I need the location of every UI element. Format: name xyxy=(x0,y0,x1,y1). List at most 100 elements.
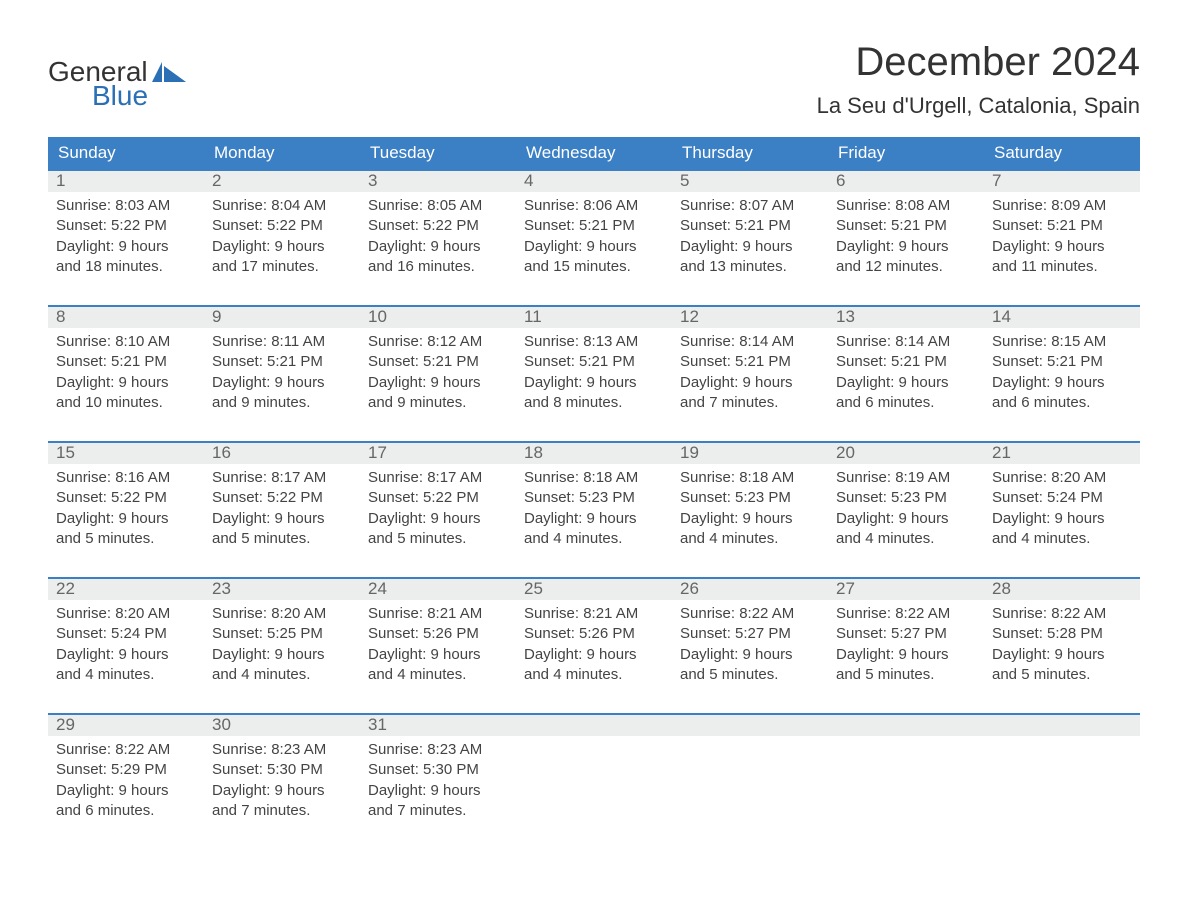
day-content-cell: Sunrise: 8:21 AMSunset: 5:26 PMDaylight:… xyxy=(516,600,672,695)
date-cell: 6 xyxy=(828,171,984,192)
date-cell xyxy=(984,715,1140,736)
daylight-line: Daylight: 9 hours and 18 minutes. xyxy=(56,237,196,278)
location: La Seu d'Urgell, Catalonia, Spain xyxy=(817,93,1140,119)
week-row: 1234567Sunrise: 8:03 AMSunset: 5:22 PMDa… xyxy=(48,169,1140,287)
content-row: Sunrise: 8:10 AMSunset: 5:21 PMDaylight:… xyxy=(48,328,1140,423)
day-content-cell: Sunrise: 8:20 AMSunset: 5:25 PMDaylight:… xyxy=(204,600,360,695)
daylight-line: Daylight: 9 hours and 4 minutes. xyxy=(680,509,820,550)
daylight-line: Daylight: 9 hours and 4 minutes. xyxy=(836,509,976,550)
content-row: Sunrise: 8:03 AMSunset: 5:22 PMDaylight:… xyxy=(48,192,1140,287)
sunrise-line: Sunrise: 8:15 AM xyxy=(992,332,1132,352)
daylight-line: Daylight: 9 hours and 7 minutes. xyxy=(680,373,820,414)
daylight-line: Daylight: 9 hours and 9 minutes. xyxy=(212,373,352,414)
daylight-line: Daylight: 9 hours and 11 minutes. xyxy=(992,237,1132,278)
daylight-line: Daylight: 9 hours and 5 minutes. xyxy=(212,509,352,550)
sunrise-line: Sunrise: 8:04 AM xyxy=(212,196,352,216)
sunrise-line: Sunrise: 8:22 AM xyxy=(836,604,976,624)
date-cell: 9 xyxy=(204,307,360,328)
sunset-line: Sunset: 5:29 PM xyxy=(56,760,196,780)
logo-text-blue: Blue xyxy=(92,80,148,112)
content-row: Sunrise: 8:20 AMSunset: 5:24 PMDaylight:… xyxy=(48,600,1140,695)
date-row: 15161718192021 xyxy=(48,443,1140,464)
day-header: Monday xyxy=(204,137,360,169)
sunrise-line: Sunrise: 8:17 AM xyxy=(212,468,352,488)
sunset-line: Sunset: 5:22 PM xyxy=(56,488,196,508)
day-content-cell xyxy=(828,736,984,831)
daylight-line: Daylight: 9 hours and 5 minutes. xyxy=(56,509,196,550)
day-header: Saturday xyxy=(984,137,1140,169)
sunrise-line: Sunrise: 8:18 AM xyxy=(680,468,820,488)
sunset-line: Sunset: 5:23 PM xyxy=(524,488,664,508)
day-content-cell: Sunrise: 8:17 AMSunset: 5:22 PMDaylight:… xyxy=(204,464,360,559)
date-row: 891011121314 xyxy=(48,307,1140,328)
sunset-line: Sunset: 5:22 PM xyxy=(212,488,352,508)
daylight-line: Daylight: 9 hours and 8 minutes. xyxy=(524,373,664,414)
date-row: 22232425262728 xyxy=(48,579,1140,600)
date-cell xyxy=(828,715,984,736)
daylight-line: Daylight: 9 hours and 17 minutes. xyxy=(212,237,352,278)
date-cell: 7 xyxy=(984,171,1140,192)
date-cell: 3 xyxy=(360,171,516,192)
daylight-line: Daylight: 9 hours and 4 minutes. xyxy=(524,645,664,686)
day-header: Friday xyxy=(828,137,984,169)
sunrise-line: Sunrise: 8:18 AM xyxy=(524,468,664,488)
day-content-cell: Sunrise: 8:17 AMSunset: 5:22 PMDaylight:… xyxy=(360,464,516,559)
daylight-line: Daylight: 9 hours and 6 minutes. xyxy=(992,373,1132,414)
sunset-line: Sunset: 5:21 PM xyxy=(836,216,976,236)
daylight-line: Daylight: 9 hours and 6 minutes. xyxy=(836,373,976,414)
sunset-line: Sunset: 5:27 PM xyxy=(680,624,820,644)
date-cell: 21 xyxy=(984,443,1140,464)
day-content-cell: Sunrise: 8:08 AMSunset: 5:21 PMDaylight:… xyxy=(828,192,984,287)
sunset-line: Sunset: 5:23 PM xyxy=(836,488,976,508)
calendar: SundayMondayTuesdayWednesdayThursdayFrid… xyxy=(48,137,1140,831)
date-cell: 4 xyxy=(516,171,672,192)
sunrise-line: Sunrise: 8:20 AM xyxy=(56,604,196,624)
sunset-line: Sunset: 5:21 PM xyxy=(56,352,196,372)
day-content-cell: Sunrise: 8:12 AMSunset: 5:21 PMDaylight:… xyxy=(360,328,516,423)
daylight-line: Daylight: 9 hours and 4 minutes. xyxy=(56,645,196,686)
date-cell: 26 xyxy=(672,579,828,600)
sunrise-line: Sunrise: 8:14 AM xyxy=(836,332,976,352)
sunrise-line: Sunrise: 8:03 AM xyxy=(56,196,196,216)
sunset-line: Sunset: 5:22 PM xyxy=(212,216,352,236)
day-content-cell: Sunrise: 8:10 AMSunset: 5:21 PMDaylight:… xyxy=(48,328,204,423)
daylight-line: Daylight: 9 hours and 7 minutes. xyxy=(368,781,508,822)
day-header: Wednesday xyxy=(516,137,672,169)
daylight-line: Daylight: 9 hours and 12 minutes. xyxy=(836,237,976,278)
sunset-line: Sunset: 5:21 PM xyxy=(992,352,1132,372)
sunset-line: Sunset: 5:26 PM xyxy=(368,624,508,644)
sunrise-line: Sunrise: 8:09 AM xyxy=(992,196,1132,216)
date-row: 293031 xyxy=(48,715,1140,736)
sunrise-line: Sunrise: 8:23 AM xyxy=(212,740,352,760)
sunrise-line: Sunrise: 8:06 AM xyxy=(524,196,664,216)
day-headers-row: SundayMondayTuesdayWednesdayThursdayFrid… xyxy=(48,137,1140,169)
daylight-line: Daylight: 9 hours and 5 minutes. xyxy=(992,645,1132,686)
sunset-line: Sunset: 5:22 PM xyxy=(56,216,196,236)
date-cell: 13 xyxy=(828,307,984,328)
day-content-cell: Sunrise: 8:21 AMSunset: 5:26 PMDaylight:… xyxy=(360,600,516,695)
sunset-line: Sunset: 5:21 PM xyxy=(524,352,664,372)
day-content-cell: Sunrise: 8:09 AMSunset: 5:21 PMDaylight:… xyxy=(984,192,1140,287)
sunrise-line: Sunrise: 8:23 AM xyxy=(368,740,508,760)
sunrise-line: Sunrise: 8:08 AM xyxy=(836,196,976,216)
title-block: December 2024 La Seu d'Urgell, Catalonia… xyxy=(817,40,1140,119)
date-cell: 28 xyxy=(984,579,1140,600)
date-cell: 24 xyxy=(360,579,516,600)
date-cell: 12 xyxy=(672,307,828,328)
sunrise-line: Sunrise: 8:11 AM xyxy=(212,332,352,352)
sunrise-line: Sunrise: 8:19 AM xyxy=(836,468,976,488)
sunrise-line: Sunrise: 8:10 AM xyxy=(56,332,196,352)
date-cell: 16 xyxy=(204,443,360,464)
sunrise-line: Sunrise: 8:07 AM xyxy=(680,196,820,216)
date-cell: 31 xyxy=(360,715,516,736)
day-content-cell xyxy=(984,736,1140,831)
sunrise-line: Sunrise: 8:20 AM xyxy=(212,604,352,624)
sunrise-line: Sunrise: 8:16 AM xyxy=(56,468,196,488)
day-content-cell: Sunrise: 8:03 AMSunset: 5:22 PMDaylight:… xyxy=(48,192,204,287)
day-content-cell: Sunrise: 8:07 AMSunset: 5:21 PMDaylight:… xyxy=(672,192,828,287)
daylight-line: Daylight: 9 hours and 6 minutes. xyxy=(56,781,196,822)
date-cell: 14 xyxy=(984,307,1140,328)
day-content-cell: Sunrise: 8:22 AMSunset: 5:28 PMDaylight:… xyxy=(984,600,1140,695)
date-cell: 25 xyxy=(516,579,672,600)
sunset-line: Sunset: 5:28 PM xyxy=(992,624,1132,644)
